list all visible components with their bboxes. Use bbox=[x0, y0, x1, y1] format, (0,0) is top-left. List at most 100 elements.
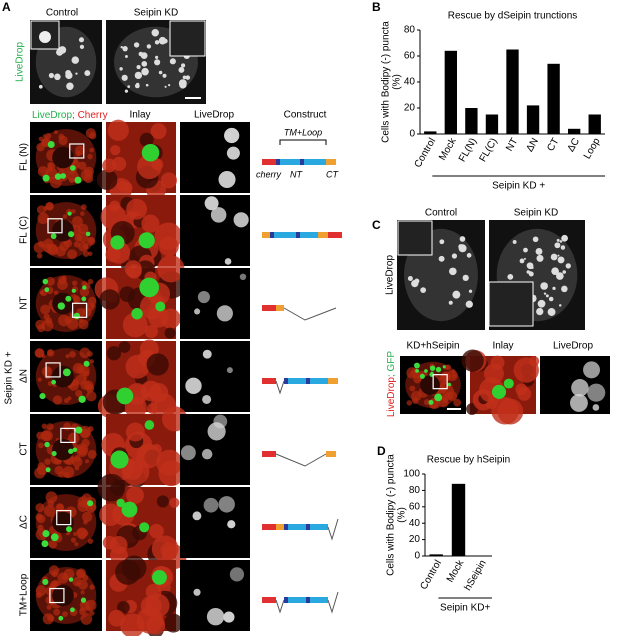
er-signal bbox=[145, 583, 162, 600]
micrograph bbox=[180, 195, 250, 266]
construct-link bbox=[327, 518, 339, 541]
bar bbox=[568, 128, 581, 134]
er-signal bbox=[89, 132, 97, 140]
droplet bbox=[536, 307, 544, 316]
droplet bbox=[442, 365, 446, 369]
er-signal bbox=[36, 464, 48, 476]
droplet bbox=[67, 231, 75, 238]
construct bbox=[262, 378, 338, 395]
droplet bbox=[127, 85, 131, 89]
droplet bbox=[62, 368, 71, 377]
er-signal bbox=[35, 585, 47, 596]
er-signal bbox=[67, 249, 78, 260]
droplet bbox=[119, 67, 123, 71]
er-signal bbox=[491, 397, 519, 425]
y-tick-label: 60 bbox=[404, 51, 416, 62]
droplet bbox=[537, 299, 546, 308]
droplet bbox=[182, 75, 187, 80]
droplet bbox=[178, 79, 187, 88]
droplet bbox=[73, 312, 81, 320]
er-signal bbox=[43, 505, 56, 517]
construct-segment bbox=[284, 597, 288, 603]
construct-annotation: CT bbox=[326, 169, 339, 179]
er-signal bbox=[57, 572, 69, 584]
droplet bbox=[583, 361, 601, 379]
er-signal bbox=[68, 177, 75, 184]
droplet bbox=[459, 236, 466, 242]
droplet bbox=[110, 450, 129, 469]
construct-segment bbox=[262, 232, 270, 238]
droplet bbox=[523, 257, 526, 260]
droplet bbox=[452, 290, 461, 299]
droplet bbox=[458, 244, 467, 253]
droplet bbox=[569, 394, 588, 412]
inset bbox=[169, 20, 206, 57]
panel-label: C bbox=[372, 218, 381, 232]
droplet bbox=[39, 31, 51, 43]
er-signal bbox=[72, 295, 81, 304]
droplet bbox=[116, 498, 125, 508]
droplet bbox=[185, 75, 191, 80]
construct-segment bbox=[276, 524, 284, 530]
droplet bbox=[419, 373, 425, 379]
er-signal bbox=[63, 239, 73, 248]
droplet bbox=[85, 231, 91, 237]
er-signal bbox=[72, 531, 77, 536]
er-signal bbox=[48, 161, 56, 170]
inset-box bbox=[72, 302, 88, 318]
er-signal bbox=[71, 378, 80, 387]
droplet bbox=[110, 235, 125, 250]
nucleus bbox=[52, 146, 74, 169]
droplet bbox=[197, 290, 210, 304]
row-label: FL (N) bbox=[19, 143, 30, 171]
er-signal bbox=[85, 390, 97, 402]
er-signal bbox=[78, 580, 88, 590]
er-signal bbox=[43, 243, 53, 253]
droplet bbox=[551, 267, 559, 276]
droplet bbox=[54, 73, 61, 81]
droplet bbox=[545, 294, 549, 298]
er-signal bbox=[163, 613, 183, 633]
stain-part: LiveDrop bbox=[386, 377, 397, 417]
droplet bbox=[80, 597, 87, 603]
droplet bbox=[121, 74, 128, 81]
stain-label: LiveDrop; GFP bbox=[386, 351, 397, 417]
bar bbox=[444, 50, 457, 134]
er-signal bbox=[88, 237, 95, 244]
er-signal bbox=[77, 161, 87, 171]
er-signal bbox=[57, 279, 68, 290]
er-signal bbox=[35, 348, 45, 358]
construct-segment bbox=[326, 451, 336, 457]
er-signal bbox=[40, 430, 52, 442]
er-signal bbox=[118, 341, 131, 353]
construct-segment bbox=[306, 524, 310, 530]
droplet bbox=[135, 82, 140, 87]
er-signal bbox=[515, 383, 528, 396]
droplet bbox=[528, 271, 534, 277]
droplet bbox=[164, 85, 167, 88]
er-signal bbox=[40, 304, 51, 315]
er-signal bbox=[73, 241, 81, 248]
er-signal bbox=[53, 608, 61, 616]
er-signal bbox=[45, 276, 55, 286]
droplet bbox=[218, 170, 236, 189]
er-signal bbox=[110, 145, 121, 156]
droplet bbox=[435, 366, 442, 373]
droplet bbox=[439, 239, 445, 245]
droplet bbox=[144, 420, 155, 430]
er-signal bbox=[74, 145, 85, 156]
scale-bar bbox=[447, 408, 461, 410]
bar bbox=[485, 114, 499, 134]
construct-segment bbox=[328, 232, 342, 238]
droplet bbox=[42, 278, 49, 285]
er-signal bbox=[74, 542, 79, 547]
droplet bbox=[141, 61, 148, 67]
y-tick-label: 40 bbox=[404, 77, 416, 88]
image-ylabel: LiveDrop bbox=[385, 255, 396, 295]
er-signal bbox=[409, 385, 416, 392]
droplet bbox=[550, 253, 558, 261]
bar bbox=[547, 63, 560, 134]
er-signal bbox=[38, 240, 45, 248]
image-ylabel: LiveDrop bbox=[15, 42, 26, 82]
droplet bbox=[145, 83, 149, 87]
